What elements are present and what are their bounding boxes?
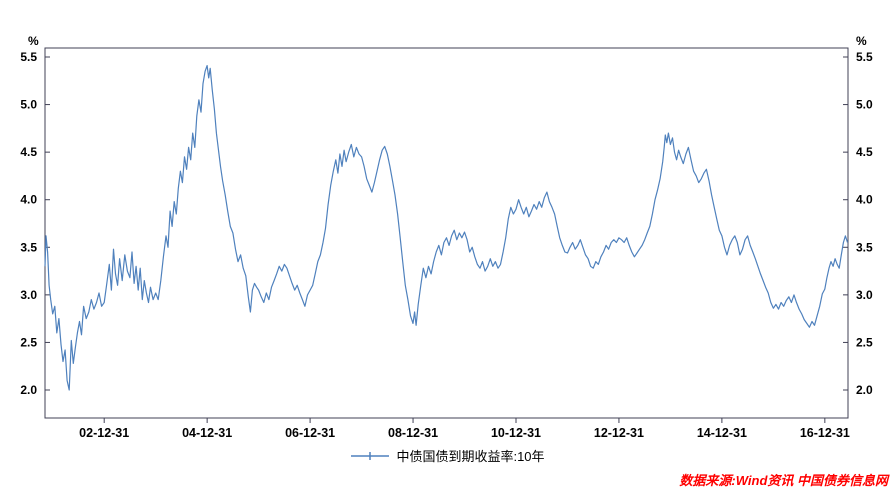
x-tick-label: 04-12-31 bbox=[182, 426, 232, 440]
x-tick-label: 02-12-31 bbox=[79, 426, 129, 440]
y-tick-label-right: 2.5 bbox=[856, 335, 873, 349]
y-tick-label-right: 3.5 bbox=[856, 240, 873, 254]
legend-label: 中债国债到期收益率:10年 bbox=[396, 449, 545, 464]
y-tick-label-right: 2.0 bbox=[856, 383, 873, 397]
y-tick-label-left: 4.0 bbox=[20, 193, 37, 207]
y-tick-label-left: 4.5 bbox=[20, 145, 37, 159]
x-tick-label: 16-12-31 bbox=[800, 426, 850, 440]
y-tick-label-right: 5.5 bbox=[856, 50, 873, 64]
y-tick-label-left: 2.5 bbox=[20, 335, 37, 349]
y-axis-unit-right: % bbox=[856, 34, 867, 48]
plot-frame bbox=[44, 47, 849, 419]
source-text: 数据来源:Wind资讯 中国债券信息网 bbox=[679, 473, 888, 488]
legend-line-icon bbox=[351, 451, 390, 460]
y-tick-label-left: 3.5 bbox=[20, 240, 37, 254]
x-tick-label: 14-12-31 bbox=[697, 426, 747, 440]
x-tick-label: 06-12-31 bbox=[285, 426, 335, 440]
legend: 中债国债到期收益率:10年 bbox=[0, 446, 896, 465]
y-tick-label-right: 5.0 bbox=[856, 98, 873, 112]
y-tick-label-left: 2.0 bbox=[20, 383, 37, 397]
y-tick-label-right: 3.0 bbox=[856, 288, 873, 302]
y-tick-label-right: 4.5 bbox=[856, 145, 873, 159]
x-tick-label: 12-12-31 bbox=[594, 426, 644, 440]
y-tick-label-right: 4.0 bbox=[856, 193, 873, 207]
y-tick-label-left: 5.5 bbox=[20, 50, 37, 64]
x-tick-label: 08-12-31 bbox=[388, 426, 438, 440]
y-axis-unit-left: % bbox=[28, 34, 39, 48]
y-tick-label-left: 5.0 bbox=[20, 98, 37, 112]
x-tick-label: 10-12-31 bbox=[491, 426, 541, 440]
yield-line bbox=[44, 64, 849, 391]
y-tick-label-left: 3.0 bbox=[20, 288, 37, 302]
